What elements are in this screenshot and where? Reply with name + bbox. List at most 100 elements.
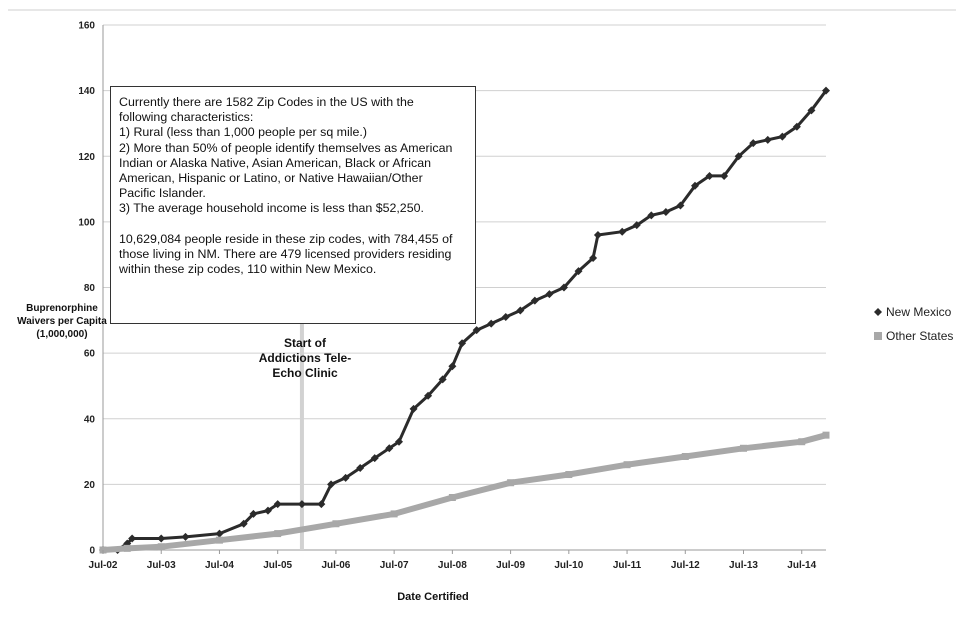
x-tick-label: Jul-14 [787, 560, 816, 571]
x-tick-label: Jul-10 [554, 560, 583, 571]
legend-item: New Mexico [874, 305, 952, 319]
data-point [623, 461, 631, 469]
data-point [530, 296, 539, 305]
note-line: Indian or Alaska Native, Asian American,… [119, 155, 431, 170]
data-point [123, 544, 131, 552]
data-point [239, 519, 248, 528]
note-line: Currently there are 1582 Zip Codes in th… [119, 95, 414, 109]
data-point [370, 454, 379, 463]
y-tick-label: 160 [78, 21, 95, 32]
data-point [589, 253, 598, 262]
note-line: 1) Rural (less than 1,000 people per sq … [119, 125, 367, 140]
y-tick-label: 120 [78, 152, 95, 163]
clinic-label-line: Echo Clinic [272, 366, 338, 380]
note-line: following characteristics: [119, 110, 254, 125]
x-tick-label: Jul-05 [263, 560, 292, 571]
data-point [574, 267, 583, 276]
data-point [676, 201, 685, 210]
data-point [822, 431, 830, 439]
data-point [215, 529, 224, 538]
data-point [740, 444, 748, 452]
x-tick-label: Jul-06 [321, 560, 350, 571]
data-point [647, 211, 656, 220]
data-point [516, 306, 525, 315]
clinic-start-line [299, 287, 304, 550]
data-point [181, 532, 190, 541]
x-tick-label: Jul-07 [380, 560, 409, 571]
data-point [215, 536, 223, 544]
data-point [157, 543, 165, 551]
data-point [807, 106, 816, 115]
note-line: within these zip codes, 110 within New M… [119, 262, 377, 277]
data-point [341, 473, 350, 482]
x-tick-label: Jul-04 [205, 560, 234, 571]
data-point [507, 479, 515, 487]
data-point [778, 132, 787, 141]
legend-swatch [874, 308, 882, 316]
note-line: 10,629,084 people reside in these zip co… [119, 231, 453, 246]
data-point [501, 313, 510, 322]
data-point [317, 500, 326, 509]
note-line: Pacific Islander. [119, 186, 206, 201]
y-tick-label: 0 [89, 546, 95, 557]
x-tick-label: Jul-08 [438, 560, 467, 571]
legend-item: Other States [874, 329, 953, 343]
note-line: 3) The average household income is less … [119, 201, 424, 216]
clinic-label-line: Start of [284, 336, 326, 350]
plot-frame [8, 9, 956, 551]
y-tick-label: 140 [78, 86, 95, 97]
x-tick-label: Jul-11 [613, 560, 642, 571]
data-point [448, 494, 456, 501]
data-point [385, 444, 394, 453]
clinic-label-line: Addictions Tele- [258, 351, 352, 365]
data-point [705, 171, 714, 180]
series-line [100, 432, 829, 553]
data-point [661, 208, 670, 217]
note-line: 2) More than 50% of people identify them… [119, 140, 453, 155]
data-point [263, 506, 272, 515]
data-point [297, 500, 306, 509]
data-point [327, 480, 336, 489]
note-line: those living in NM. There are 479 licens… [119, 246, 452, 261]
x-tick-labels: Jul-02 Jul-03 Jul-04 Jul-05 Jul-06 Jul-07 Jul-… [89, 550, 817, 571]
legend-label: Other States [886, 329, 953, 343]
legend-label: New Mexico [886, 305, 952, 319]
data-point [356, 463, 365, 472]
clinic-start-label: Start of Addictions Tele- Echo Clinic [243, 336, 367, 381]
series-other-states [99, 431, 830, 554]
data-point [157, 534, 166, 543]
data-point [798, 438, 806, 446]
x-tick-label: Jul-02 [89, 560, 118, 571]
annotation-note-box: Currently there are 1582 Zip Codes in th… [110, 86, 476, 324]
data-point [763, 135, 772, 144]
data-point [249, 509, 258, 518]
data-point [792, 122, 801, 131]
data-point [618, 227, 627, 236]
x-tick-label: Jul-09 [496, 560, 525, 571]
x-tick-label: Jul-03 [147, 560, 176, 571]
data-point [545, 290, 554, 299]
legend-swatch [874, 332, 882, 340]
data-point [448, 362, 457, 371]
data-point [273, 500, 282, 509]
data-point [409, 404, 418, 413]
data-point [822, 86, 830, 95]
y-tick-label: 80 [84, 283, 96, 294]
data-point [734, 152, 743, 161]
data-point [438, 375, 447, 384]
data-point [593, 231, 602, 239]
data-point [720, 171, 729, 180]
y-tick-label: 20 [84, 480, 96, 491]
data-point [332, 520, 340, 528]
y-tick-labels: 0 20 40 60 80 100 120 140 160 [78, 21, 95, 557]
data-point [390, 510, 398, 518]
x-tick-label: Jul-13 [729, 560, 758, 571]
data-point [458, 339, 467, 348]
y-tick-label: 40 [84, 414, 96, 425]
data-point [690, 181, 699, 190]
data-point [472, 326, 481, 335]
data-point [632, 221, 641, 230]
data-point [487, 319, 496, 328]
data-point [681, 452, 689, 460]
data-point [749, 139, 758, 148]
